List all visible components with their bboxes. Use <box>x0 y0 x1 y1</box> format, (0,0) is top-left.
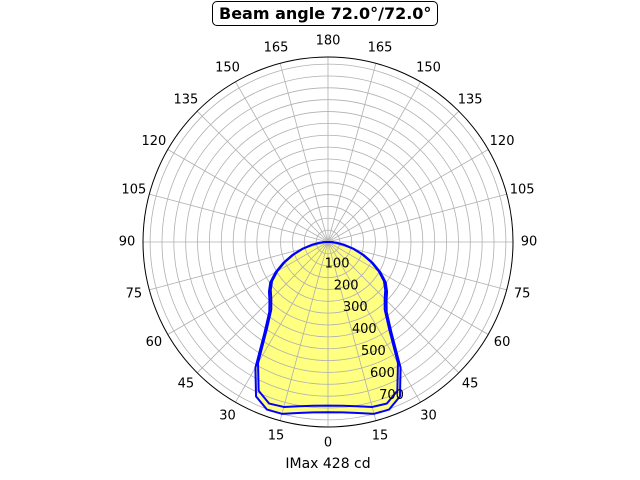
angular-grid-line <box>327 241 460 374</box>
angle-tick-label: 135 <box>458 92 483 107</box>
angular-grid-line <box>327 241 507 291</box>
radial-tick-label: 600 <box>370 366 395 381</box>
angle-tick-label: 30 <box>219 409 236 424</box>
angular-grid-line <box>235 241 329 403</box>
angular-grid-line <box>327 110 460 243</box>
angle-tick-labels: 0 15 30 45 60 75 90 105 120 135 150 165 180 165 150 135… <box>119 34 538 451</box>
angle-tick-label: 0 <box>324 436 332 451</box>
angle-tick-label: 15 <box>372 429 389 444</box>
radial-tick-label: 100 <box>325 256 350 271</box>
angular-grid-line <box>149 241 329 291</box>
angle-tick-label: 150 <box>215 60 240 75</box>
angle-tick-label: 105 <box>510 182 535 197</box>
polar-frame <box>142 56 514 428</box>
angular-grid-line <box>279 63 329 243</box>
angular-grid-line <box>167 241 329 335</box>
beam-curve-layer <box>254 241 402 415</box>
angular-grid-line <box>235 81 329 243</box>
angle-tick-label: 165 <box>368 40 393 55</box>
angle-tick-label: 90 <box>119 235 136 250</box>
angular-grid-line <box>279 241 329 421</box>
angle-tick-label: 135 <box>173 92 198 107</box>
chart-title: Beam angle 72.0°/72.0° <box>219 4 432 23</box>
angular-grid-line <box>327 193 507 243</box>
angle-tick-label: 90 <box>521 235 538 250</box>
chart-title-box: Beam angle 72.0°/72.0° <box>212 1 439 26</box>
angle-tick-label: 75 <box>514 287 531 302</box>
x-axis-label: IMax 428 cd <box>285 456 371 472</box>
radial-tick-label: 700 <box>379 388 404 403</box>
radial-tick-label: 500 <box>361 344 386 359</box>
angular-grid-line <box>196 110 329 243</box>
angle-tick-label: 120 <box>490 134 515 149</box>
radial-tick-label: 300 <box>343 300 368 315</box>
grid-layer <box>143 57 513 427</box>
angular-grid-line <box>149 193 329 243</box>
angle-tick-label: 120 <box>142 134 167 149</box>
angle-tick-label: 45 <box>178 377 195 392</box>
angle-tick-label: 30 <box>420 409 437 424</box>
angle-tick-label: 165 <box>264 40 289 55</box>
angle-tick-label: 180 <box>316 34 341 49</box>
angle-tick-label: 60 <box>494 335 511 350</box>
angular-grid-line <box>327 241 377 421</box>
angular-grid-line <box>327 81 421 243</box>
angular-grid-line <box>327 241 489 335</box>
angle-tick-label: 45 <box>462 377 479 392</box>
beam-curve-2 <box>257 241 399 408</box>
angular-grid-line <box>196 241 329 374</box>
angle-tick-label: 105 <box>121 182 146 197</box>
angular-grid-line <box>327 63 377 243</box>
angular-grid-line <box>327 149 489 243</box>
angle-tick-label: 150 <box>416 60 441 75</box>
angular-grid-line <box>327 241 421 403</box>
angle-tick-label: 15 <box>268 429 285 444</box>
radial-tick-label: 400 <box>352 322 377 337</box>
angle-tick-label: 60 <box>146 335 163 350</box>
radial-tick-label: 200 <box>334 278 359 293</box>
angular-grid-line <box>167 149 329 243</box>
angle-tick-label: 75 <box>126 287 143 302</box>
radial-tick-labels: 100 200 300 400 500 600 700 <box>325 256 404 402</box>
